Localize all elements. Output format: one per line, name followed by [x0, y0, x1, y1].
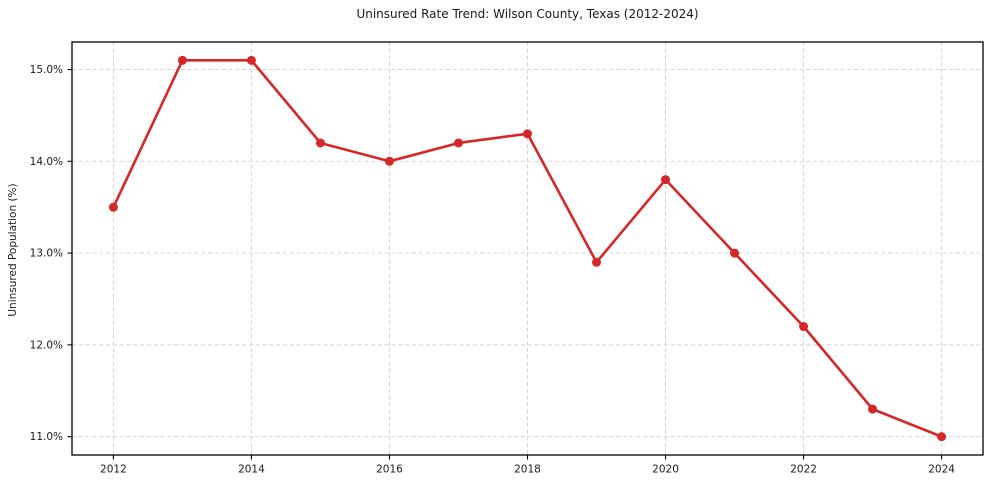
data-point [730, 248, 740, 258]
y-tick-label: 13.0% [30, 248, 63, 260]
data-point [523, 129, 532, 139]
x-tick-label: 2018 [514, 464, 541, 476]
x-tick-label: 2014 [238, 464, 265, 476]
data-point [108, 202, 118, 212]
data-point [799, 322, 809, 332]
y-tick-label: 14.0% [30, 156, 63, 168]
data-point [661, 175, 671, 185]
y-axis-label: Uninsured Population (%) [7, 183, 19, 317]
data-point [868, 404, 878, 414]
y-tick-label: 11.0% [30, 431, 63, 443]
x-tick-label: 2016 [376, 464, 403, 476]
plot-border [71, 41, 984, 456]
x-tick-label: 2022 [790, 464, 817, 476]
data-point [384, 156, 394, 166]
data-point [453, 138, 463, 148]
x-tick-label: 2012 [100, 464, 127, 476]
data-point [246, 55, 256, 65]
x-tick-label: 2024 [928, 464, 955, 476]
data-point [315, 138, 325, 148]
data-point [592, 257, 602, 267]
y-tick-label: 12.0% [30, 339, 63, 351]
data-point [937, 432, 947, 442]
chart-title: Uninsured Rate Trend: Wilson County, Tex… [356, 7, 699, 21]
y-tick-label: 15.0% [30, 64, 63, 76]
data-point [177, 55, 187, 65]
x-tick-label: 2020 [652, 464, 679, 476]
